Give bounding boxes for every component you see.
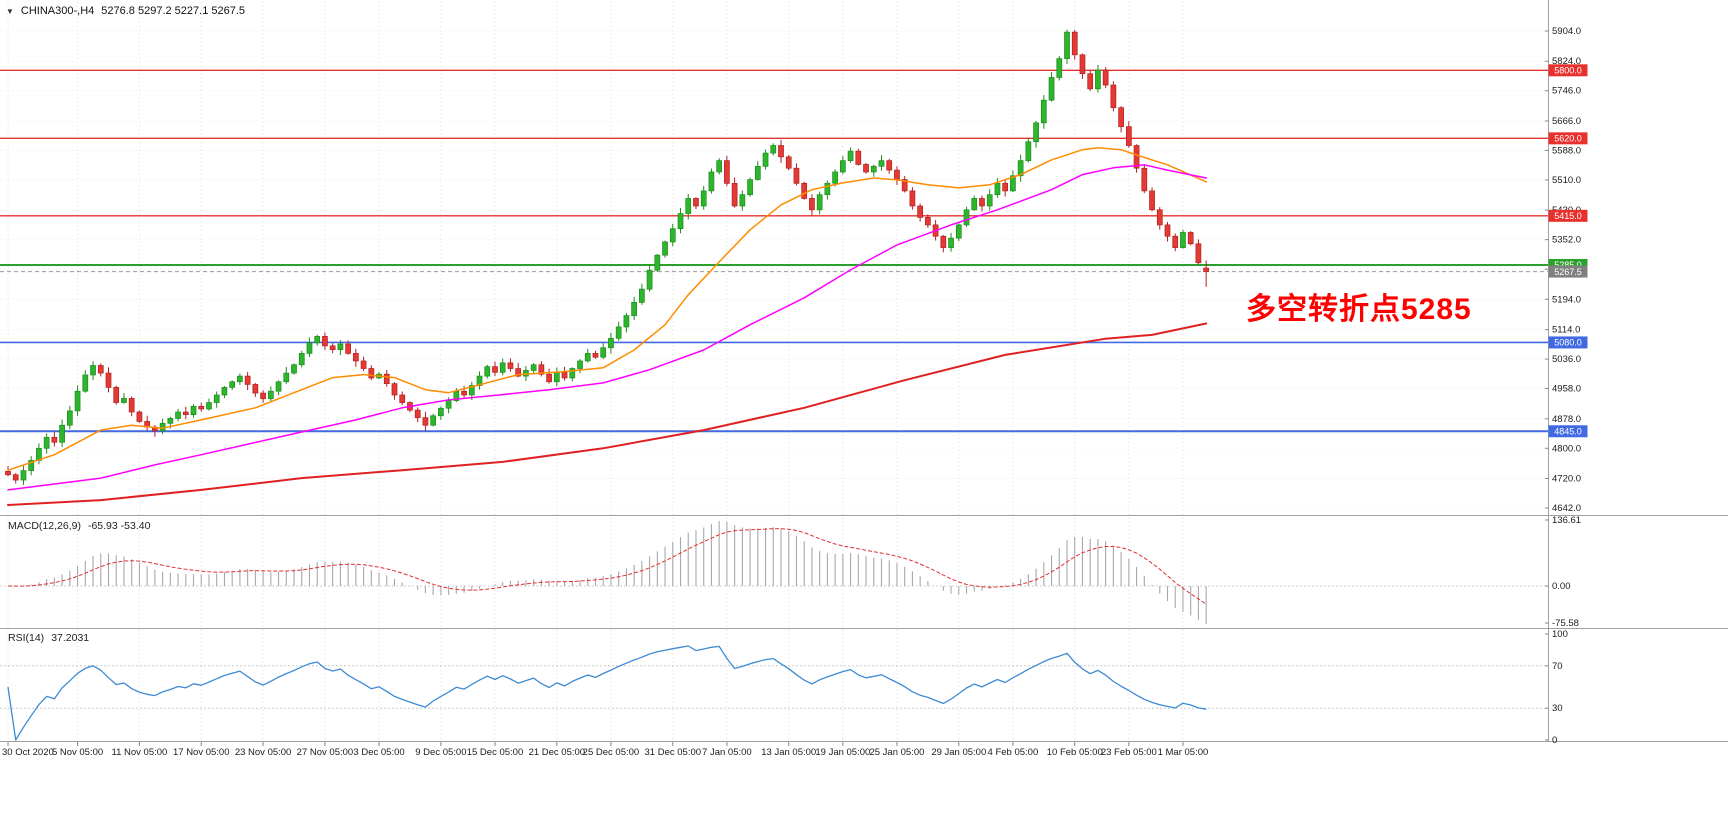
svg-text:7 Jan 05:00: 7 Jan 05:00 [702, 747, 752, 758]
macd-indicator-name: MACD(12,26,9) [8, 520, 81, 532]
svg-text:5510.0: 5510.0 [1552, 175, 1581, 186]
svg-text:4800.0: 4800.0 [1552, 443, 1581, 454]
svg-text:4845.0: 4845.0 [1554, 426, 1582, 436]
macd-signal-line [7, 528, 1207, 605]
candles [5, 29, 1210, 485]
ma-mid-line [7, 164, 1207, 491]
svg-text:5666.0: 5666.0 [1552, 116, 1581, 127]
svg-text:10 Feb 05:00: 10 Feb 05:00 [1047, 747, 1103, 758]
svg-text:4 Feb 05:00: 4 Feb 05:00 [988, 747, 1039, 758]
svg-text:5080.0: 5080.0 [1554, 338, 1582, 348]
grid [0, 2, 1548, 741]
svg-text:70: 70 [1552, 661, 1563, 672]
svg-text:25 Jan 05:00: 25 Jan 05:00 [869, 747, 924, 758]
svg-text:31 Dec 05:00: 31 Dec 05:00 [645, 747, 702, 758]
svg-text:30 Oct 2020: 30 Oct 2020 [2, 747, 54, 758]
svg-text:5114.0: 5114.0 [1552, 325, 1580, 336]
svg-text:4642.0: 4642.0 [1552, 503, 1581, 514]
svg-text:0: 0 [1552, 735, 1557, 746]
svg-text:9 Dec 05:00: 9 Dec 05:00 [415, 747, 466, 758]
svg-text:1 Mar 05:00: 1 Mar 05:00 [1158, 747, 1209, 758]
svg-text:5904.0: 5904.0 [1552, 26, 1581, 37]
support-resistance-lines[interactable] [0, 69, 1548, 433]
svg-text:5415.0: 5415.0 [1554, 211, 1582, 221]
svg-text:19 Jan 05:00: 19 Jan 05:00 [815, 747, 870, 758]
svg-text:5620.0: 5620.0 [1554, 134, 1582, 144]
price-badge-5267.5: 5267.5 [1548, 265, 1588, 278]
svg-text:-75.58: -75.58 [1552, 618, 1579, 629]
svg-text:5285.0: 5285.0 [1554, 260, 1582, 270]
svg-text:15 Dec 05:00: 15 Dec 05:00 [467, 747, 524, 758]
svg-text:21 Dec 05:00: 21 Dec 05:00 [529, 747, 586, 758]
annotation-text[interactable]: 多空转折点5285 [1246, 293, 1472, 326]
svg-text:13 Jan 05:00: 13 Jan 05:00 [761, 747, 816, 758]
rsi-indicator-name: RSI(14) [8, 632, 45, 644]
rsi-panel [0, 645, 1548, 741]
svg-text:5194.0: 5194.0 [1552, 294, 1581, 305]
svg-text:0.00: 0.00 [1552, 581, 1571, 592]
svg-text:5036.0: 5036.0 [1552, 354, 1581, 365]
price-badge-5415.0: 5415.0 [1548, 209, 1588, 222]
svg-text:4958.0: 4958.0 [1552, 384, 1581, 395]
price-axis: 5904.05824.05746.05666.05588.05510.05430… [1545, 26, 1588, 514]
svg-text:27 Nov 05:00: 27 Nov 05:00 [297, 747, 354, 758]
svg-text:5824.0: 5824.0 [1552, 56, 1581, 67]
macd-panel-label: MACD(12,26,9) -65.93 -53.40 [8, 520, 150, 532]
svg-text:4720.0: 4720.0 [1552, 474, 1581, 485]
rsi-line [7, 645, 1207, 741]
rsi-indicator-value: 37.2031 [51, 632, 90, 644]
svg-text:5267.5: 5267.5 [1554, 267, 1582, 277]
price-badge-5800.0: 5800.0 [1548, 64, 1588, 77]
svg-text:5352.0: 5352.0 [1552, 235, 1581, 246]
svg-text:29 Jan 05:00: 29 Jan 05:00 [931, 747, 986, 758]
ma-fast-line [7, 147, 1207, 471]
moving-averages [7, 147, 1208, 506]
svg-text:4878.0: 4878.0 [1552, 414, 1581, 425]
symbol-label: CHINA300-,H4 [20, 5, 95, 17]
ma-slow-line [7, 322, 1208, 506]
svg-text:17 Nov 05:00: 17 Nov 05:00 [173, 747, 230, 758]
svg-text:136.61: 136.61 [1552, 515, 1581, 526]
panel-separators [0, 0, 1728, 742]
svg-text:23 Feb 05:00: 23 Feb 05:00 [1101, 747, 1157, 758]
ohlc-values: 5276.8 5297.2 5227.1 5267.5 [101, 5, 246, 17]
price-badge-5620.0: 5620.0 [1548, 132, 1588, 145]
svg-text:25 Dec 05:00: 25 Dec 05:00 [583, 747, 640, 758]
svg-text:11 Nov 05:00: 11 Nov 05:00 [112, 747, 168, 758]
svg-text:100: 100 [1552, 629, 1568, 640]
rsi-panel-label: RSI(14) 37.2031 [8, 632, 89, 644]
price-badge-5080.0: 5080.0 [1548, 336, 1588, 349]
macd-panel [0, 521, 1548, 624]
svg-text:5800.0: 5800.0 [1554, 66, 1582, 76]
svg-text:5746.0: 5746.0 [1552, 86, 1581, 97]
svg-text:5 Nov 05:00: 5 Nov 05:00 [52, 747, 103, 758]
symbol-dropdown-icon[interactable]: ▼ [6, 6, 14, 16]
svg-text:3 Dec 05:00: 3 Dec 05:00 [353, 747, 404, 758]
chart-header: ▼ CHINA300-,H4 5276.8 5297.2 5227.1 5267… [6, 5, 245, 17]
svg-text:5588.0: 5588.0 [1552, 145, 1581, 156]
price-badge-4845.0: 4845.0 [1548, 425, 1588, 438]
svg-text:30: 30 [1552, 703, 1563, 714]
macd-indicator-values: -65.93 -53.40 [87, 520, 151, 532]
svg-text:23 Nov 05:00: 23 Nov 05:00 [235, 747, 292, 758]
